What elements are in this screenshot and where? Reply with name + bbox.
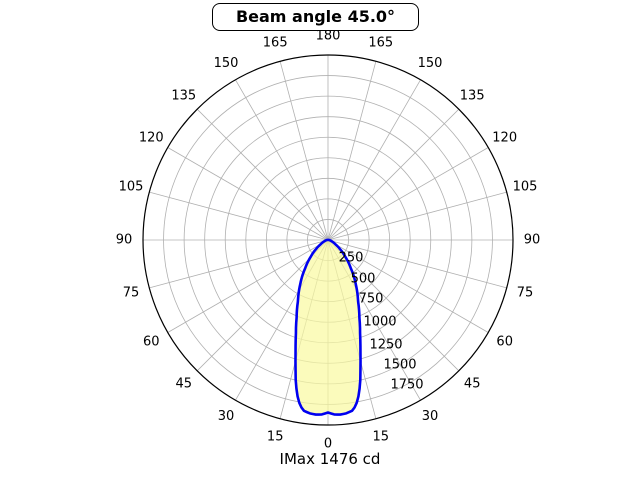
theta-gridline [279,61,329,241]
theta-tick-label: 75 [123,285,140,300]
theta-tick-label: 165 [368,36,393,51]
r-tick-label: 250 [339,251,364,266]
theta-tick-label: 120 [139,131,164,146]
theta-gridline [167,147,329,241]
theta-tick-label: 30 [218,409,235,424]
theta-gridline [327,191,507,241]
theta-gridline [327,61,377,241]
theta-tick-label: 60 [496,335,513,350]
r-tick-label: 1500 [383,358,416,373]
theta-tick-label: 45 [464,377,481,392]
theta-gridline [327,239,507,289]
r-tick-label: 1000 [363,315,396,330]
theta-tick-label: 90 [116,233,133,248]
theta-gridline [167,239,329,333]
chart-title: Beam angle 45.0° [212,3,419,31]
theta-tick-label: 75 [517,285,534,300]
theta-tick-label: 15 [267,430,284,445]
r-tick-label: 1250 [369,338,402,353]
beam-lobe [294,238,362,416]
theta-gridline [327,239,460,372]
theta-gridline [196,239,329,372]
theta-tick-label: 120 [492,131,517,146]
theta-gridline [327,147,489,241]
theta-tick-label: 90 [524,233,541,248]
polar-outer-circle [142,54,514,426]
theta-tick-label: 180 [316,29,341,44]
theta-tick-label: 60 [143,335,160,350]
theta-tick-label: 15 [373,430,390,445]
theta-tick-label: 135 [171,88,196,103]
theta-tick-label: 30 [422,409,439,424]
r-tick-label: 750 [359,292,384,307]
theta-gridline [149,239,329,289]
theta-tick-label: 0 [324,437,332,452]
theta-gridline [235,79,329,241]
theta-tick-label: 105 [513,180,538,195]
theta-tick-label: 135 [460,88,485,103]
theta-gridline [196,108,329,241]
theta-gridline [327,239,489,333]
theta-tick-label: 45 [176,377,193,392]
imax-caption: IMax 1476 cd [279,450,381,468]
theta-gridline [327,79,421,241]
theta-tick-label: 150 [418,56,443,71]
theta-gridline [327,108,460,241]
r-tick-label: 1750 [390,378,423,393]
theta-gridline [149,191,329,241]
theta-tick-label: 150 [214,56,239,71]
r-tick-label: 500 [351,272,376,287]
theta-tick-label: 165 [263,36,288,51]
theta-tick-label: 105 [119,180,144,195]
